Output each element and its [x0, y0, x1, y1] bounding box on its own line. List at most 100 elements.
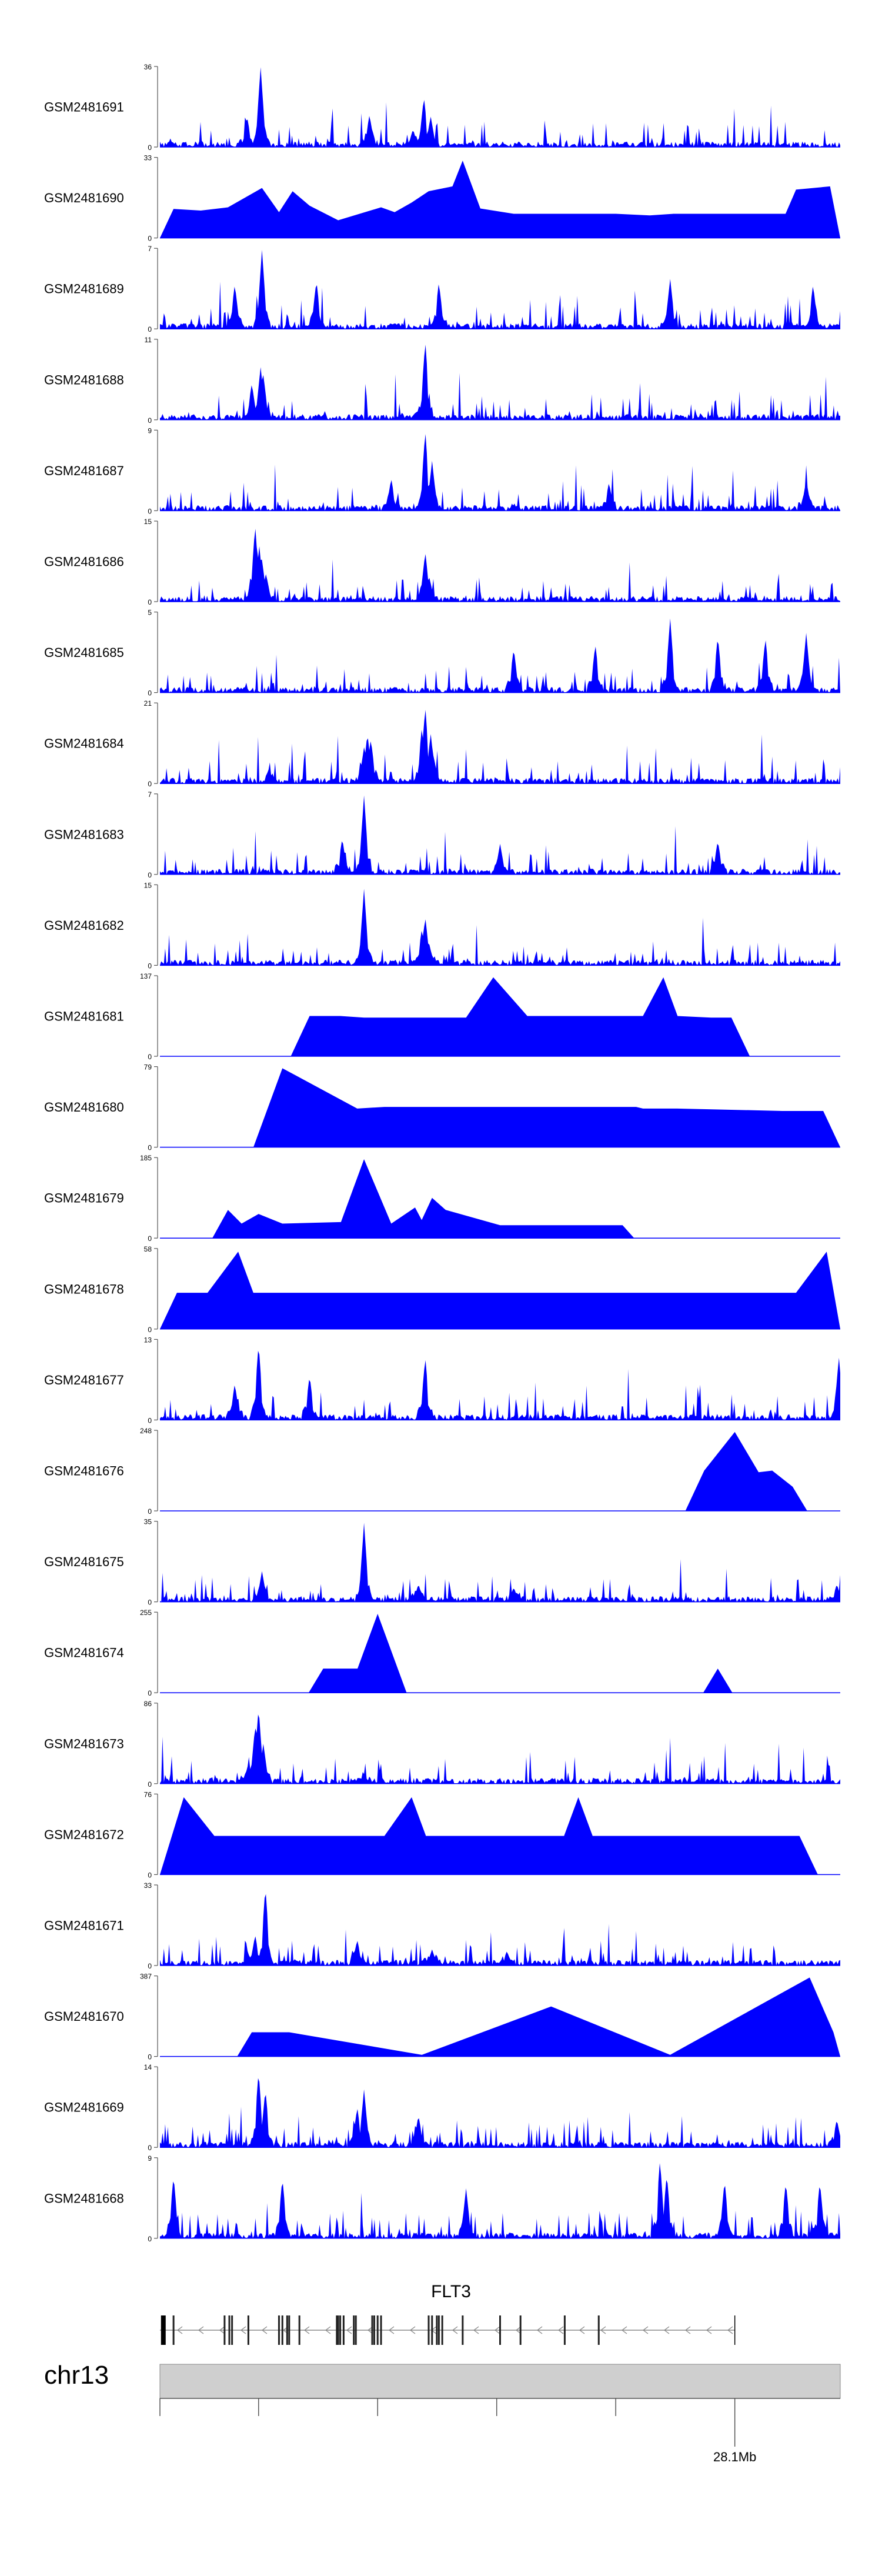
- coverage-signal: [160, 1797, 818, 1875]
- track-y-zero-label: 0: [148, 871, 152, 879]
- track-y-max-label: 15: [144, 518, 152, 526]
- strand-arrow-icon: [642, 2326, 649, 2334]
- track-y-zero-label: 0: [148, 325, 152, 333]
- strand-arrow-icon: [557, 2326, 564, 2334]
- track-GSM2481683: GSM2481683 7 0: [44, 790, 840, 879]
- coverage-signal: [253, 1068, 841, 1147]
- gene-exon: [380, 2315, 382, 2345]
- track-y-zero-label: 0: [148, 507, 152, 515]
- coverage-signal: [160, 2078, 840, 2148]
- gene-exon: [286, 2315, 288, 2345]
- track-GSM2481675: GSM2481675 35 0: [44, 1518, 840, 1607]
- track-y-max-label: 15: [144, 881, 152, 889]
- track-y-zero-label: 0: [148, 1507, 152, 1516]
- gene-exon: [462, 2315, 464, 2345]
- track-GSM2481690: GSM2481690 33 0: [44, 154, 840, 243]
- track-GSM2481668: GSM2481668 9 0: [44, 2154, 840, 2243]
- coverage-signal: [160, 1523, 840, 1602]
- track-GSM2481680: GSM2481680 79 0: [44, 1063, 841, 1152]
- track-sample-label: GSM2481683: [44, 827, 124, 842]
- track-y-max-label: 79: [144, 1063, 152, 1072]
- axis-tick-label: 28.1Mb: [713, 2450, 756, 2464]
- track-y-max-label: 185: [140, 1154, 152, 1162]
- track-y-max-label: 7: [148, 245, 152, 253]
- track-GSM2481672: GSM2481672 76 0: [44, 1790, 840, 1879]
- gene-exon: [355, 2315, 357, 2345]
- track-y-max-label: 33: [144, 1881, 152, 1890]
- track-y-zero-label: 0: [148, 2235, 152, 2243]
- track-GSM2481676: GSM2481676 248 0: [44, 1427, 840, 1516]
- strand-arrow-icon: [663, 2326, 670, 2334]
- track-GSM2481677: GSM2481677 13 0: [44, 1336, 840, 1424]
- gene-exon: [499, 2315, 501, 2345]
- track-y-max-label: 9: [148, 426, 152, 435]
- track-y-zero-label: 0: [148, 1871, 152, 1879]
- gene-exon: [371, 2315, 373, 2345]
- track-y-zero-label: 0: [148, 1234, 152, 1243]
- track-GSM2481671: GSM2481671 33 0: [44, 1881, 840, 1970]
- track-sample-label: GSM2481686: [44, 555, 124, 569]
- strand-arrow-icon: [240, 2326, 246, 2334]
- track-GSM2481674: GSM2481674 255 0: [44, 1609, 840, 1697]
- coverage-signal: [160, 795, 840, 875]
- coverage-signal: [160, 889, 840, 966]
- strand-arrow-icon: [706, 2326, 712, 2334]
- track-sample-label: GSM2481681: [44, 1009, 124, 1024]
- gene-name-label: FLT3: [431, 2282, 471, 2301]
- track-y-max-label: 76: [144, 1790, 152, 1798]
- track-GSM2481687: GSM2481687 9 0: [44, 426, 840, 515]
- track-y-max-label: 248: [140, 1427, 152, 1435]
- track-sample-label: GSM2481691: [44, 100, 124, 115]
- track-sample-label: GSM2481688: [44, 372, 124, 387]
- strand-arrow-icon: [684, 2326, 691, 2334]
- track-GSM2481684: GSM2481684 21 0: [44, 699, 840, 788]
- track-sample-label: GSM2481675: [44, 1554, 124, 1569]
- coverage-signal: [685, 1432, 807, 1511]
- track-y-max-label: 387: [140, 1973, 152, 1981]
- gene-exon: [373, 2315, 375, 2345]
- track-GSM2481681: GSM2481681 137 0: [44, 972, 840, 1061]
- coverage-tracks: GSM2481691360GSM2481690330GSM248168970GS…: [44, 63, 841, 2243]
- gene-exon: [376, 2315, 379, 2345]
- gene-exon: [161, 2315, 166, 2345]
- track-GSM2481673: GSM2481673 86 0: [44, 1700, 840, 1788]
- track-y-zero-label: 0: [148, 1599, 152, 1607]
- track-y-zero-label: 0: [148, 416, 152, 425]
- track-y-zero-label: 0: [148, 144, 152, 152]
- track-sample-label: GSM2481676: [44, 1464, 124, 1479]
- strand-arrow-icon: [727, 2326, 733, 2334]
- gene-exon: [278, 2315, 280, 2345]
- track-GSM2481682: GSM2481682 15 0: [44, 881, 840, 970]
- coverage-signal: [308, 1613, 733, 1693]
- coverage-signal: [160, 161, 840, 238]
- track-sample-label: GSM2481668: [44, 2191, 124, 2205]
- coverage-signal: [160, 434, 840, 511]
- gene-exon: [436, 2315, 438, 2345]
- track-GSM2481686: GSM2481686 15 0: [44, 518, 840, 606]
- strand-arrow-icon: [473, 2326, 479, 2334]
- coverage-signal: [160, 249, 840, 329]
- strand-arrow-icon: [388, 2326, 395, 2334]
- coverage-signal: [160, 710, 840, 784]
- coverage-signal: [160, 618, 840, 693]
- track-y-max-label: 36: [144, 63, 152, 71]
- gene-exon: [247, 2315, 249, 2345]
- track-y-zero-label: 0: [148, 2144, 152, 2152]
- gene-exon: [431, 2315, 433, 2345]
- track-sample-label: GSM2481684: [44, 736, 124, 751]
- coverage-signal: [290, 977, 750, 1056]
- coverage-signal: [160, 2163, 840, 2238]
- coverage-signal: [160, 345, 840, 420]
- chromosome-bar: [159, 2364, 841, 2399]
- strand-arrow-icon: [536, 2326, 543, 2334]
- track-y-zero-label: 0: [148, 1962, 152, 1970]
- gene-exon: [563, 2315, 566, 2345]
- coverage-signal: [160, 529, 840, 602]
- gene-exon: [288, 2315, 290, 2345]
- track-y-zero-label: 0: [148, 1326, 152, 1334]
- gene-body: [160, 2315, 736, 2345]
- track-GSM2481689: GSM2481689 7 0: [44, 245, 840, 333]
- gene-exon: [336, 2315, 338, 2345]
- track-y-zero-label: 0: [148, 1053, 152, 1061]
- track-sample-label: GSM2481672: [44, 1827, 124, 1842]
